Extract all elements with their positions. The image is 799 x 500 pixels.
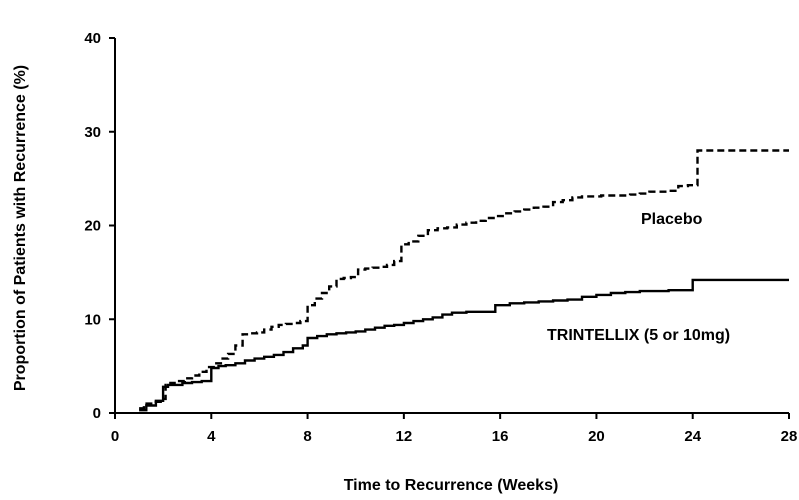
y-ticks: 0 10 20 30 40 xyxy=(84,30,115,422)
y-tick-label: 30 xyxy=(84,124,101,141)
x-tick-label: 12 xyxy=(396,428,413,445)
x-tick-label: 16 xyxy=(492,428,509,445)
x-tick-label: 24 xyxy=(684,428,701,445)
placebo-series-label: Placebo xyxy=(641,211,703,228)
x-tick-label: 20 xyxy=(588,428,605,445)
y-tick-label: 0 xyxy=(93,405,101,422)
x-tick-label: 28 xyxy=(781,428,798,445)
x-tick-label: 4 xyxy=(207,428,216,445)
y-tick-label: 10 xyxy=(84,311,101,328)
series-layer xyxy=(139,149,789,412)
x-tick-label: 8 xyxy=(303,428,311,445)
x-axis-title: Time to Recurrence (Weeks) xyxy=(344,477,559,494)
x-tick-label: 0 xyxy=(111,428,119,445)
placebo-series-line xyxy=(139,149,789,410)
y-tick-label: 40 xyxy=(84,30,101,47)
x-ticks: 0 4 8 12 16 20 24 28 xyxy=(111,413,798,445)
trintellix-series-line xyxy=(139,278,789,412)
y-tick-label: 20 xyxy=(84,218,101,235)
trintellix-series-label: TRINTELLIX (5 or 10mg) xyxy=(547,327,730,344)
y-axis-title: Proportion of Patients with Recurrence (… xyxy=(12,65,29,391)
